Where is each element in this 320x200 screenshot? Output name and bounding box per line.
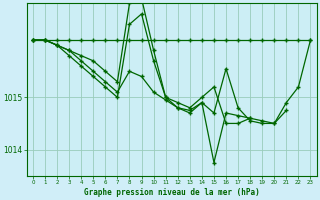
X-axis label: Graphe pression niveau de la mer (hPa): Graphe pression niveau de la mer (hPa) xyxy=(84,188,260,197)
